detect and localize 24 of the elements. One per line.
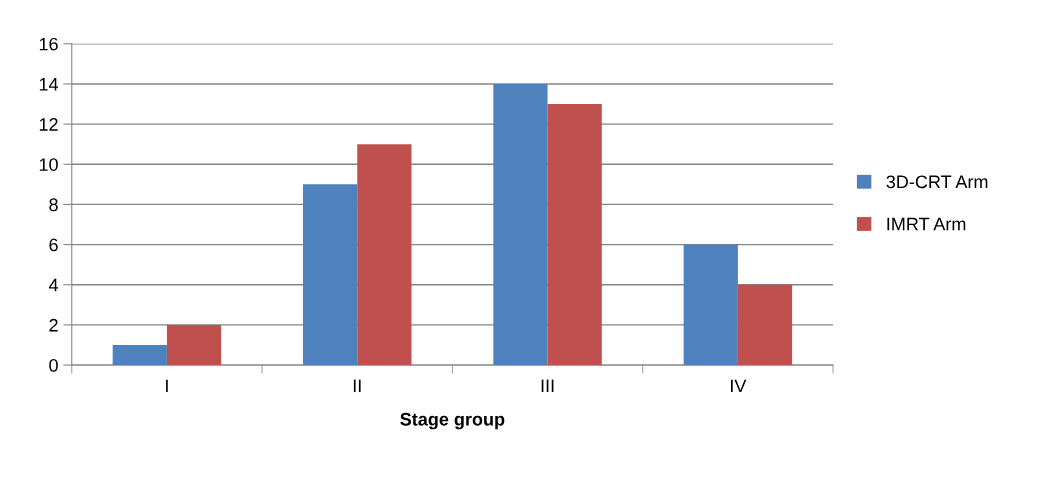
y-tick-label: 6 [49,238,58,252]
x-tick-label: II [353,379,361,393]
y-tick-label: 16 [39,37,58,51]
bar [112,345,167,366]
y-tick-label: 12 [39,118,58,131]
y-tick-label: 4 [48,278,59,292]
bar [737,284,793,366]
y-tick-label: 2 [49,318,58,332]
x-tick-label: III [541,379,554,393]
legend-label: IMRT Arm [887,217,966,231]
bar [683,244,738,366]
y-tick-label: 8 [49,198,58,212]
x-tick-label: I [166,379,168,393]
y-tick-label: 0 [49,359,58,372]
legend-label: 3D-CRT Arm [886,175,988,189]
x-tick-label: IV [731,379,747,393]
bar [493,83,548,366]
y-tick-label: 10 [39,158,58,171]
bar [166,324,222,366]
x-axis-title: Stage group [400,412,505,430]
bar [303,184,358,366]
bar [357,144,412,366]
y-tick-label: 14 [39,78,59,91]
bar [547,104,602,366]
